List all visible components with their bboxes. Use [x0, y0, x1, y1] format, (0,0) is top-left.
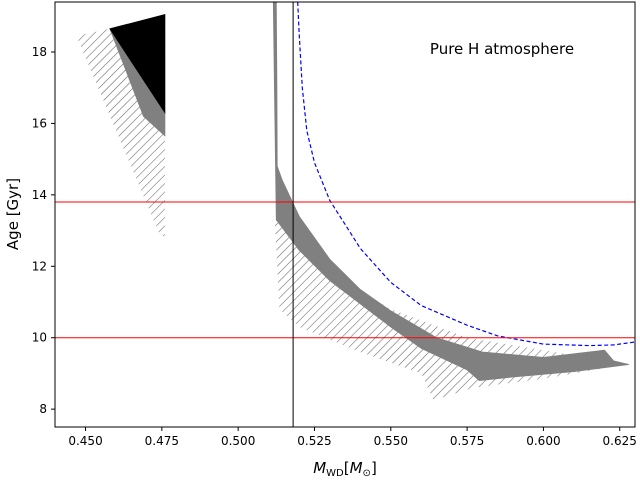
x-tick-label: 0.500	[221, 434, 255, 448]
y-tick-label: 12	[32, 259, 47, 273]
plot-frame	[54, 1, 636, 428]
x-tick-label: 0.475	[145, 434, 179, 448]
series-4-solid	[272, 2, 629, 382]
series-layer	[76, 2, 635, 401]
y-tick-label: 16	[32, 116, 47, 130]
x-tick-label: 0.450	[68, 434, 102, 448]
y-axis-label: Age [Gyr]	[4, 178, 22, 250]
x-tick-label: 0.525	[297, 434, 331, 448]
series-5-solid	[109, 13, 166, 115]
y-tick-label: 14	[32, 188, 47, 202]
x-tick-label: 0.600	[526, 434, 560, 448]
series-6-dashed	[297, 2, 635, 347]
series-2-hatch	[274, 219, 626, 401]
reference-lines-layer	[55, 2, 635, 427]
y-tick-label: 8	[39, 402, 47, 416]
x-tick-label: 0.550	[374, 434, 408, 448]
annotation-text: Pure H atmosphere	[430, 40, 574, 58]
x-tick-label: 0.625	[603, 434, 637, 448]
x-tick-label: 0.575	[450, 434, 484, 448]
y-tick-label: 10	[32, 331, 47, 345]
y-tick-label: 18	[32, 45, 47, 59]
x-axis-label: MWD[M⊙]	[313, 459, 377, 479]
series-1-hatch	[76, 28, 165, 238]
x-axis: 0.450 0.475 0.500 0.525 0.550 0.575 0.600 0.625	[68, 427, 637, 448]
y-axis: 8 10 12 14 16 18	[32, 45, 55, 416]
